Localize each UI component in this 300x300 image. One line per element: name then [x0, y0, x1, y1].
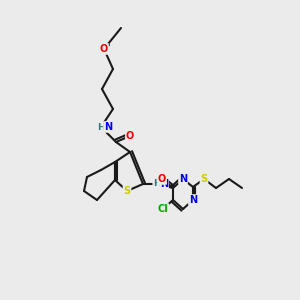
Text: S: S — [200, 174, 208, 184]
Text: O: O — [158, 174, 166, 184]
Text: O: O — [126, 131, 134, 141]
Text: H: H — [97, 122, 105, 131]
Text: N: N — [179, 174, 187, 184]
Text: N: N — [104, 122, 112, 132]
Text: H: H — [153, 179, 161, 188]
Text: N: N — [189, 195, 197, 205]
Text: N: N — [160, 179, 168, 189]
Text: Cl: Cl — [158, 204, 168, 214]
Text: S: S — [123, 186, 130, 196]
Text: O: O — [100, 44, 108, 54]
